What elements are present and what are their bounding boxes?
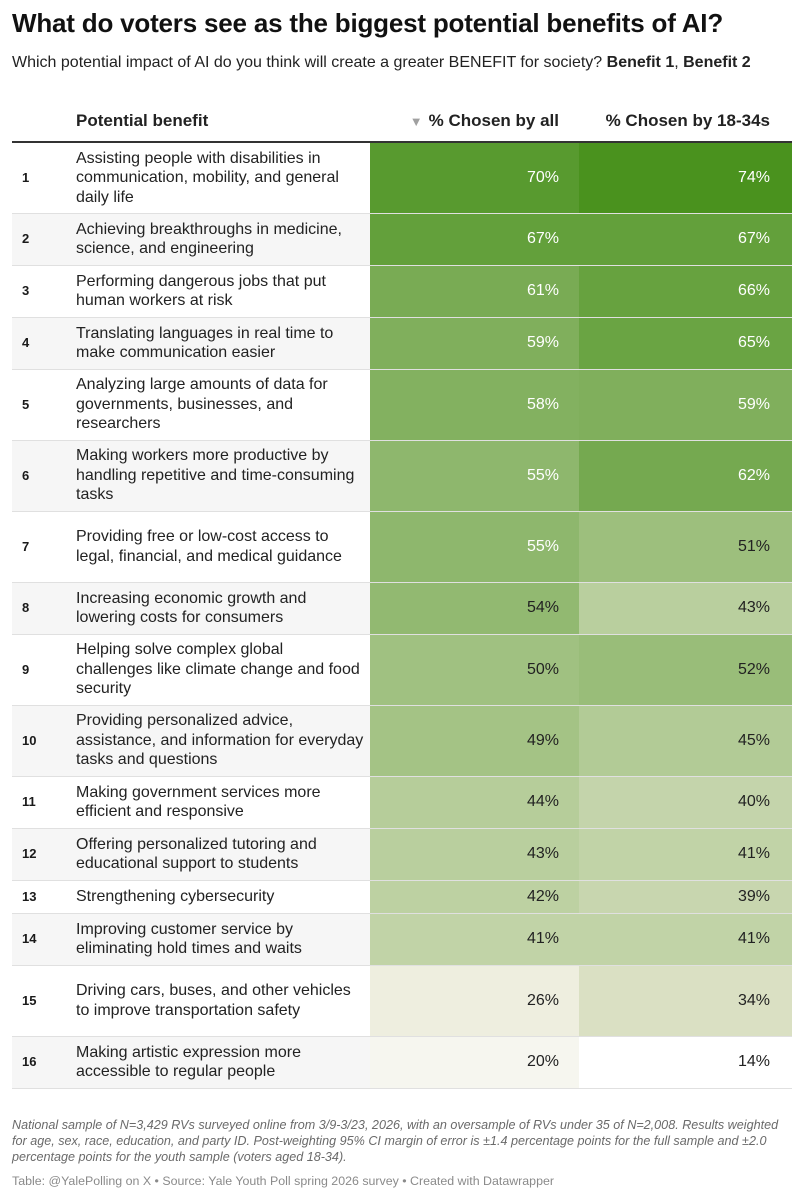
youth-value-cell: 40%	[579, 776, 792, 829]
benefit-label: Making workers more productive by handli…	[76, 440, 370, 512]
youth-value-cell: 62%	[579, 440, 792, 512]
youth-value-cell: 52%	[579, 634, 792, 706]
benefit-label: Translating languages in real time to ma…	[76, 317, 370, 370]
benefit-label: Assisting people with disabilities in co…	[76, 142, 370, 214]
table-row: 5 Analyzing large amounts of data for gov…	[12, 369, 792, 441]
benefit-label: Achieving breakthroughs in medicine, sci…	[76, 213, 370, 266]
benefit-label: Strengthening cybersecurity	[76, 880, 370, 914]
row-rank: 11	[12, 776, 76, 829]
row-rank: 3	[12, 265, 76, 318]
rank-column-header	[12, 100, 76, 143]
sort-descending-icon: ▼	[409, 113, 423, 129]
table-row: 10 Providing personalized advice, assista…	[12, 705, 792, 777]
row-rank: 14	[12, 913, 76, 966]
row-rank: 8	[12, 582, 76, 635]
table-row: 3 Performing dangerous jobs that put huma…	[12, 265, 792, 318]
all-voters-value-cell: 44%	[370, 776, 579, 829]
table-row: 9 Helping solve complex global challenges…	[12, 634, 792, 706]
table-row: 8 Increasing economic growth and lowering…	[12, 582, 792, 635]
table-row: 2 Achieving breakthroughs in medicine, sc…	[12, 213, 792, 266]
youth-value-cell: 67%	[579, 213, 792, 266]
all-voters-value-cell: 41%	[370, 913, 579, 966]
all-voters-value-cell: 55%	[370, 440, 579, 512]
all-voters-value-cell: 54%	[370, 582, 579, 635]
row-rank: 13	[12, 880, 76, 914]
table-row: 7 Providing free or low-cost access to le…	[12, 511, 792, 583]
all-voters-value-cell: 50%	[370, 634, 579, 706]
chart-subtitle: Which potential impact of AI do you thin…	[12, 52, 790, 74]
youth-value-cell: 45%	[579, 705, 792, 777]
subtitle-separator: ,	[674, 54, 684, 71]
benefit-label: Driving cars, buses, and other vehicles …	[76, 965, 370, 1037]
source-credit: Table: @YalePolling on X • Source: Yale …	[12, 1174, 554, 1188]
youth-value-cell: 14%	[579, 1036, 792, 1089]
row-rank: 7	[12, 511, 76, 583]
row-rank: 10	[12, 705, 76, 777]
row-rank: 6	[12, 440, 76, 512]
all-voters-value-cell: 20%	[370, 1036, 579, 1089]
benefit-label: Making artistic expression more accessib…	[76, 1036, 370, 1089]
table-row: 4 Translating languages in real time to m…	[12, 317, 792, 370]
youth-value-cell: 41%	[579, 828, 792, 881]
benefit-label: Making government services more efficien…	[76, 776, 370, 829]
all-voters-value-cell: 58%	[370, 369, 579, 441]
subtitle-benefit-2: Benefit 2	[683, 54, 751, 71]
table-body: 1 Assisting people with disabilities in c…	[12, 142, 792, 1089]
table-header-row: Potential benefit ▼ % Chosen by all % Cho…	[12, 100, 792, 143]
row-rank: 1	[12, 142, 76, 214]
benefit-label: Helping solve complex global challenges …	[76, 634, 370, 706]
table-row: 16 Making artistic expression more access…	[12, 1036, 792, 1089]
youth-value-cell: 66%	[579, 265, 792, 318]
all-voters-value-cell: 59%	[370, 317, 579, 370]
all-voters-value-cell: 26%	[370, 965, 579, 1037]
youth-value-cell: 65%	[579, 317, 792, 370]
row-rank: 16	[12, 1036, 76, 1089]
benefit-label: Improving customer service by eliminatin…	[76, 913, 370, 966]
youth-value-cell: 34%	[579, 965, 792, 1037]
benefit-label: Analyzing large amounts of data for gove…	[76, 369, 370, 441]
youth-value-cell: 39%	[579, 880, 792, 914]
methodology-note: National sample of N=3,429 RVs surveyed …	[12, 1118, 779, 1164]
row-rank: 15	[12, 965, 76, 1037]
all-voters-value-cell: 49%	[370, 705, 579, 777]
benefit-column-header[interactable]: Potential benefit	[76, 100, 370, 143]
row-rank: 4	[12, 317, 76, 370]
table-row: 11 Making government services more effici…	[12, 776, 792, 829]
all-voters-column-label: % Chosen by all	[428, 110, 559, 130]
table-row: 6 Making workers more productive by handl…	[12, 440, 792, 512]
all-voters-value-cell: 67%	[370, 213, 579, 266]
benefit-label: Increasing economic growth and lowering …	[76, 582, 370, 635]
row-rank: 9	[12, 634, 76, 706]
youth-column-header[interactable]: % Chosen by 18-34s	[579, 100, 792, 143]
benefit-label: Offering personalized tutoring and educa…	[76, 828, 370, 881]
table-row: 1 Assisting people with disabilities in c…	[12, 142, 792, 214]
table-row: 12 Offering personalized tutoring and edu…	[12, 828, 792, 881]
youth-value-cell: 43%	[579, 582, 792, 635]
benefit-label: Performing dangerous jobs that put human…	[76, 265, 370, 318]
row-rank: 2	[12, 213, 76, 266]
youth-value-cell: 41%	[579, 913, 792, 966]
chart-title: What do voters see as the biggest potent…	[12, 8, 723, 38]
youth-value-cell: 51%	[579, 511, 792, 583]
all-voters-value-cell: 61%	[370, 265, 579, 318]
youth-value-cell: 59%	[579, 369, 792, 441]
benefit-label: Providing free or low-cost access to leg…	[76, 511, 370, 583]
benefit-label: Providing personalized advice, assistanc…	[76, 705, 370, 777]
all-voters-value-cell: 43%	[370, 828, 579, 881]
all-voters-column-header[interactable]: ▼ % Chosen by all	[370, 100, 579, 143]
table-row: 13 Strengthening cybersecurity 42% 39%	[12, 880, 792, 914]
all-voters-value-cell: 42%	[370, 880, 579, 914]
row-rank: 12	[12, 828, 76, 881]
subtitle-benefit-1: Benefit 1	[606, 54, 675, 71]
benefits-table: Potential benefit ▼ % Chosen by all % Cho…	[12, 100, 792, 1089]
table-row: 15 Driving cars, buses, and other vehicle…	[12, 965, 792, 1037]
row-rank: 5	[12, 369, 76, 441]
subtitle-text: Which potential impact of AI do you thin…	[12, 54, 607, 71]
youth-value-cell: 74%	[579, 142, 792, 214]
all-voters-value-cell: 55%	[370, 511, 579, 583]
table-row: 14 Improving customer service by eliminat…	[12, 913, 792, 966]
all-voters-value-cell: 70%	[370, 142, 579, 214]
